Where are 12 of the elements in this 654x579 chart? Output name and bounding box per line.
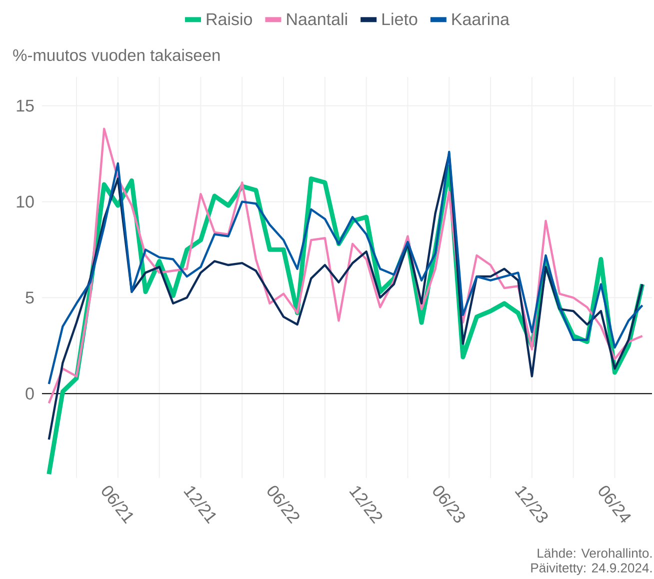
legend-label: Lieto xyxy=(382,12,418,26)
line-series xyxy=(48,128,644,404)
y-tick-label: 5 xyxy=(26,292,34,304)
legend-label: Kaarina xyxy=(452,12,510,26)
y-tick-label: 10 xyxy=(16,196,34,208)
legend-label: Naantali xyxy=(287,12,347,26)
y-tick-label: 15 xyxy=(16,100,34,112)
y-tick-label: 0 xyxy=(26,388,34,400)
text: Lähde: Verohallinto. xyxy=(538,548,652,558)
text: Päivitetty: 24.9.2024. xyxy=(531,562,652,576)
y-axis-title: %-muutos vuoden takaiseen xyxy=(13,48,220,62)
legend-label: Raisio xyxy=(206,12,252,26)
